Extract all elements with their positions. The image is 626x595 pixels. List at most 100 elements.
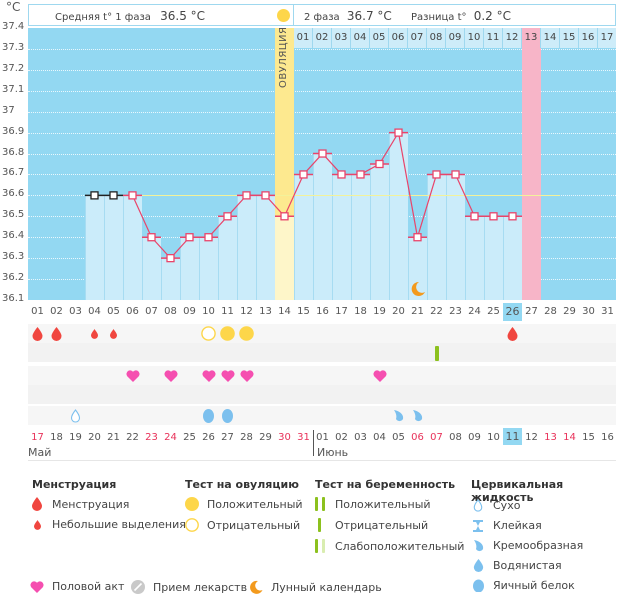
heart-icon[interactable] [237, 366, 256, 385]
calendar-date[interactable]: 03 [354, 432, 367, 443]
cycle-day-label[interactable]: 02 [50, 306, 63, 317]
spotting-icon[interactable] [85, 324, 104, 343]
calendar-date[interactable]: 12 [525, 432, 538, 443]
cycle-day-label[interactable]: 14 [278, 306, 291, 317]
temperature-point[interactable] [394, 128, 403, 137]
menstruation-icon[interactable] [28, 324, 47, 343]
cycle-day-label[interactable]: 16 [316, 306, 329, 317]
calendar-date[interactable]: 07 [430, 432, 443, 443]
temperature-point[interactable] [261, 191, 270, 200]
calendar-date[interactable]: 10 [487, 432, 500, 443]
cycle-day-label[interactable]: 12 [240, 306, 253, 317]
cycle-day-label[interactable]: 17 [335, 306, 348, 317]
calendar-date[interactable]: 17 [31, 432, 44, 443]
temperature-point[interactable] [356, 170, 365, 179]
cycle-day-label[interactable]: 20 [392, 306, 405, 317]
egg-white-icon[interactable] [218, 406, 237, 425]
calendar-date[interactable]: 24 [164, 432, 177, 443]
calendar-date[interactable]: 14 [563, 432, 576, 443]
ovulation-test-positive-icon[interactable] [237, 324, 256, 343]
cycle-day-label[interactable]: 06 [126, 306, 139, 317]
cycle-day-label[interactable]: 25 [487, 306, 500, 317]
temperature-point[interactable] [375, 159, 384, 169]
cycle-day-label[interactable]: 21 [411, 306, 424, 317]
temperature-point[interactable] [128, 191, 137, 200]
calendar-date[interactable]: 16 [601, 432, 614, 443]
temperature-point[interactable] [489, 212, 498, 221]
temperature-point[interactable] [508, 212, 517, 221]
cycle-day-label[interactable]: 03 [69, 306, 82, 317]
calendar-date[interactable]: 29 [259, 432, 272, 443]
temperature-point[interactable] [185, 233, 194, 242]
calendar-date[interactable]: 28 [240, 432, 253, 443]
calendar-date[interactable]: 19 [69, 432, 82, 443]
cycle-day-label[interactable]: 31 [601, 306, 614, 317]
cycle-day-label[interactable]: 27 [525, 306, 538, 317]
heart-icon[interactable] [218, 366, 237, 385]
cycle-day-label[interactable]: 05 [107, 306, 120, 317]
calendar-date[interactable]: 09 [468, 432, 481, 443]
calendar-date[interactable]: 15 [582, 432, 595, 443]
cycle-day-label[interactable]: 22 [430, 306, 443, 317]
cycle-day-label[interactable]: 09 [183, 306, 196, 317]
calendar-date[interactable]: 04 [373, 432, 386, 443]
menstruation-icon[interactable] [47, 324, 66, 343]
temperature-point[interactable] [147, 233, 156, 242]
pregnancy-test-negative-icon[interactable] [427, 344, 446, 363]
ovulation-test-negative-icon[interactable] [199, 324, 218, 343]
cycle-day-label[interactable]: 23 [449, 306, 462, 317]
ovulation-test-positive-icon[interactable] [218, 324, 237, 343]
temperature-point[interactable] [280, 212, 289, 221]
temperature-point[interactable] [204, 233, 213, 242]
calendar-date[interactable]: 06 [411, 432, 424, 443]
temperature-point[interactable] [242, 191, 251, 200]
temperature-point[interactable] [166, 254, 175, 263]
cycle-day-label[interactable]: 26 [503, 303, 522, 321]
calendar-date[interactable]: 08 [449, 432, 462, 443]
heart-icon[interactable] [123, 366, 142, 385]
calendar-date[interactable]: 30 [278, 432, 291, 443]
cycle-day-label[interactable]: 30 [582, 306, 595, 317]
temperature-point[interactable] [432, 170, 441, 179]
egg-white-icon[interactable] [199, 406, 218, 425]
cycle-day-label[interactable]: 01 [31, 306, 44, 317]
creamy-drop-icon[interactable] [389, 406, 408, 425]
temperature-point[interactable] [109, 191, 118, 200]
dry-drop-icon[interactable] [66, 406, 85, 425]
temperature-point[interactable] [413, 233, 422, 242]
temperature-point[interactable] [223, 212, 232, 221]
creamy-drop-icon[interactable] [408, 406, 427, 425]
heart-icon[interactable] [161, 366, 180, 385]
calendar-date[interactable]: 02 [335, 432, 348, 443]
cycle-day-label[interactable]: 28 [544, 306, 557, 317]
calendar-date[interactable]: 31 [297, 432, 310, 443]
calendar-date[interactable]: 13 [544, 432, 557, 443]
temperature-point[interactable] [337, 170, 346, 179]
calendar-date[interactable]: 18 [50, 432, 63, 443]
temperature-point[interactable] [318, 149, 327, 158]
calendar-date[interactable]: 26 [202, 432, 215, 443]
calendar-date[interactable]: 01 [316, 432, 329, 443]
calendar-date[interactable]: 23 [145, 432, 158, 443]
cycle-day-label[interactable]: 08 [164, 306, 177, 317]
cycle-day-label[interactable]: 15 [297, 306, 310, 317]
calendar-date[interactable]: 21 [107, 432, 120, 443]
cycle-day-label[interactable]: 04 [88, 306, 101, 317]
cycle-day-label[interactable]: 18 [354, 306, 367, 317]
calendar-date[interactable]: 22 [126, 432, 139, 443]
cycle-day-label[interactable]: 24 [468, 306, 481, 317]
temperature-point[interactable] [470, 212, 479, 221]
temperature-point[interactable] [299, 170, 308, 179]
cycle-day-label[interactable]: 19 [373, 306, 386, 317]
cycle-day-label[interactable]: 11 [221, 306, 234, 317]
temperature-point[interactable] [451, 170, 460, 179]
heart-icon[interactable] [199, 366, 218, 385]
temperature-point[interactable] [90, 191, 99, 200]
temperature-chart[interactable]: ОВУЛЯЦИЯ 01 02 03 04 05 06 07 08 09 10 11 12 13 14 15 16… [28, 28, 616, 300]
calendar-date[interactable]: 27 [221, 432, 234, 443]
cycle-day-label[interactable]: 07 [145, 306, 158, 317]
heart-icon[interactable] [370, 366, 389, 385]
calendar-date[interactable]: 11 [503, 428, 522, 445]
calendar-date[interactable]: 20 [88, 432, 101, 443]
calendar-date[interactable]: 25 [183, 432, 196, 443]
